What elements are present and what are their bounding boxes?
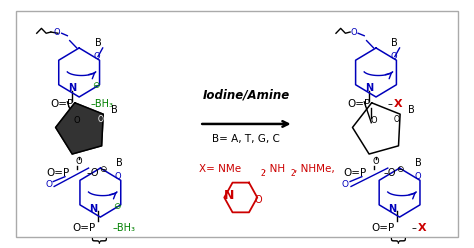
Text: O: O	[73, 116, 80, 125]
Text: O: O	[391, 52, 397, 61]
Text: O: O	[54, 28, 60, 36]
Text: O=P: O=P	[46, 168, 69, 178]
Text: –: –	[411, 223, 416, 233]
Text: –BH₃: –BH₃	[112, 223, 135, 233]
Text: O: O	[373, 157, 379, 166]
Text: }: }	[89, 236, 104, 245]
Text: –BH₃: –BH₃	[91, 99, 114, 109]
Text: O: O	[370, 116, 377, 125]
Text: O: O	[45, 180, 52, 188]
Text: 2: 2	[260, 169, 265, 178]
Text: B: B	[392, 38, 398, 48]
Text: B: B	[111, 105, 118, 116]
Text: O=P: O=P	[51, 99, 74, 109]
Text: }: }	[388, 236, 403, 245]
Text: O: O	[351, 28, 357, 36]
Text: O=P: O=P	[371, 223, 394, 233]
Text: O=P: O=P	[343, 168, 366, 178]
Text: ⊖: ⊖	[396, 165, 403, 174]
Text: O=P: O=P	[348, 99, 371, 109]
Text: O: O	[115, 172, 121, 181]
Text: N: N	[68, 83, 76, 93]
Text: O: O	[342, 180, 349, 188]
Text: Iodine/Amine: Iodine/Amine	[203, 88, 290, 101]
Text: ⊖: ⊖	[113, 202, 120, 211]
FancyBboxPatch shape	[16, 11, 458, 237]
Text: 2: 2	[291, 169, 295, 178]
Text: B: B	[116, 158, 123, 168]
Text: ⊖: ⊖	[99, 165, 107, 174]
Text: –O: –O	[383, 168, 396, 178]
Text: O: O	[98, 115, 103, 124]
Text: B= A, T, G, C: B= A, T, G, C	[212, 134, 280, 144]
Text: N: N	[89, 204, 97, 214]
Text: B: B	[408, 105, 415, 116]
Text: X: X	[394, 99, 402, 109]
Text: , NHMe,: , NHMe,	[293, 164, 334, 174]
Text: X= NMe: X= NMe	[199, 164, 241, 174]
Text: X: X	[418, 223, 426, 233]
Text: N: N	[365, 83, 373, 93]
Text: B: B	[95, 38, 101, 48]
Text: O: O	[393, 115, 399, 124]
Text: O: O	[76, 157, 82, 166]
Text: ⊖: ⊖	[92, 81, 100, 91]
Polygon shape	[55, 103, 103, 154]
Text: N: N	[388, 204, 397, 214]
Text: N: N	[224, 188, 234, 202]
Text: –: –	[388, 99, 392, 109]
Text: , NH: , NH	[264, 164, 285, 174]
Text: –O: –O	[86, 168, 99, 178]
Text: O=P: O=P	[72, 223, 95, 233]
Text: O: O	[255, 195, 263, 205]
Text: O: O	[414, 172, 421, 181]
Text: O: O	[94, 52, 100, 61]
Text: B: B	[415, 158, 422, 168]
